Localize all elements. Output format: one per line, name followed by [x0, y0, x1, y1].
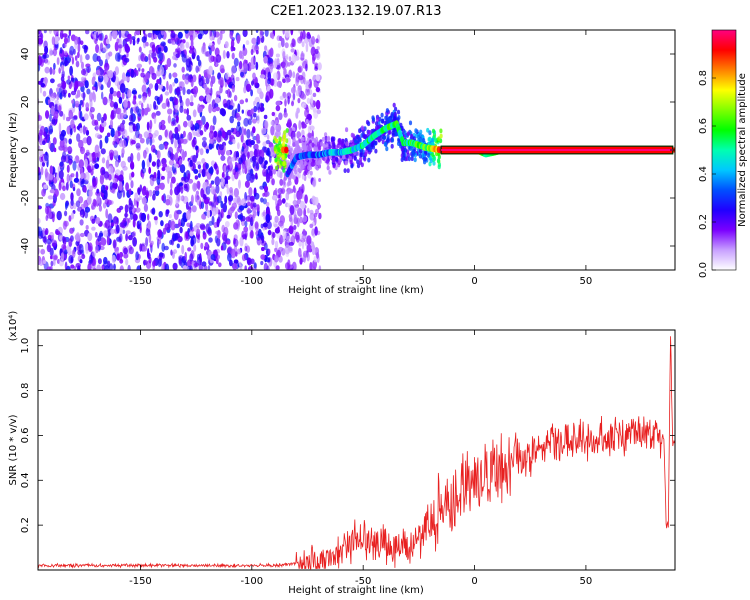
x-tick-label: -150 — [129, 276, 152, 287]
x-tick-label: -50 — [355, 576, 371, 587]
snr-y-multiplier: (x10⁴) — [8, 311, 19, 342]
heatmap-ridge — [272, 102, 675, 195]
colorbar-tick-label: 0.4 — [698, 166, 709, 182]
snr-x-axis-label: Height of straight line (km) — [288, 585, 424, 596]
y-tick-label: 0 — [20, 147, 31, 153]
colorbar: 0.0 0.2 0.4 0.6 0.8 Normalized spectral ampl… — [698, 29, 748, 278]
snr-panel: -150 -100 -50 0 50 0.2 0.4 0.6 0.8 1.0 Height of… — [8, 311, 676, 596]
colorbar-tick-label: 0.6 — [698, 118, 709, 134]
heatmap-x-axis-label: Height of straight line (km) — [288, 285, 424, 296]
y-tick-label: -20 — [20, 190, 31, 206]
x-tick-label: 50 — [580, 576, 593, 587]
chart-title: C2E1.2023.132.19.07.R13 — [270, 4, 441, 19]
colorbar-tick-label: 0.2 — [698, 214, 709, 230]
heatmap-y-axis: -40 -20 0 20 40 — [20, 48, 675, 254]
y-tick-label: 40 — [20, 48, 31, 61]
y-tick-label: 20 — [20, 96, 31, 109]
y-tick-label: -40 — [20, 238, 31, 254]
colorbar-ticks: 0.0 0.2 0.4 0.6 0.8 — [698, 70, 716, 278]
colorbar-frame — [711, 29, 737, 271]
x-tick-label: -100 — [240, 276, 263, 287]
heatmap-noise-field — [38, 30, 322, 270]
colorbar-label: Normalized spectral amplitude — [737, 73, 748, 227]
snr-x-axis: -150 -100 -50 0 50 — [129, 330, 592, 587]
x-tick-label: -150 — [129, 576, 152, 587]
snr-y-axis: 0.2 0.4 0.6 0.8 1.0 — [20, 338, 675, 533]
y-tick-label: 0.2 — [20, 517, 31, 533]
y-tick-label: 0.6 — [20, 427, 31, 443]
snr-frame — [37, 329, 676, 571]
x-tick-label: -50 — [355, 276, 371, 287]
heatmap-panel: -150 -100 -50 0 50 -40 -20 0 20 40 Height of str… — [8, 29, 676, 296]
snr-y-axis-label: SNR (10 * v/v) — [8, 414, 19, 485]
colorbar-tick-label: 0.0 — [698, 262, 709, 278]
y-tick-label: 1.0 — [20, 338, 31, 354]
y-tick-label: 0.4 — [20, 472, 31, 488]
snr-plot-area — [38, 330, 675, 570]
y-tick-label: 0.8 — [20, 383, 31, 399]
colorbar-tick-label: 0.8 — [698, 70, 709, 86]
x-tick-label: -100 — [240, 576, 263, 587]
x-tick-label: 50 — [580, 276, 593, 287]
colorbar-gradient — [712, 30, 736, 270]
heatmap-y-axis-label: Frequency (Hz) — [8, 112, 19, 188]
heatmap-x-axis: -150 -100 -50 0 50 — [129, 30, 592, 287]
snr-series-line — [38, 336, 675, 570]
x-tick-label: 0 — [471, 276, 477, 287]
x-tick-label: 0 — [471, 576, 477, 587]
